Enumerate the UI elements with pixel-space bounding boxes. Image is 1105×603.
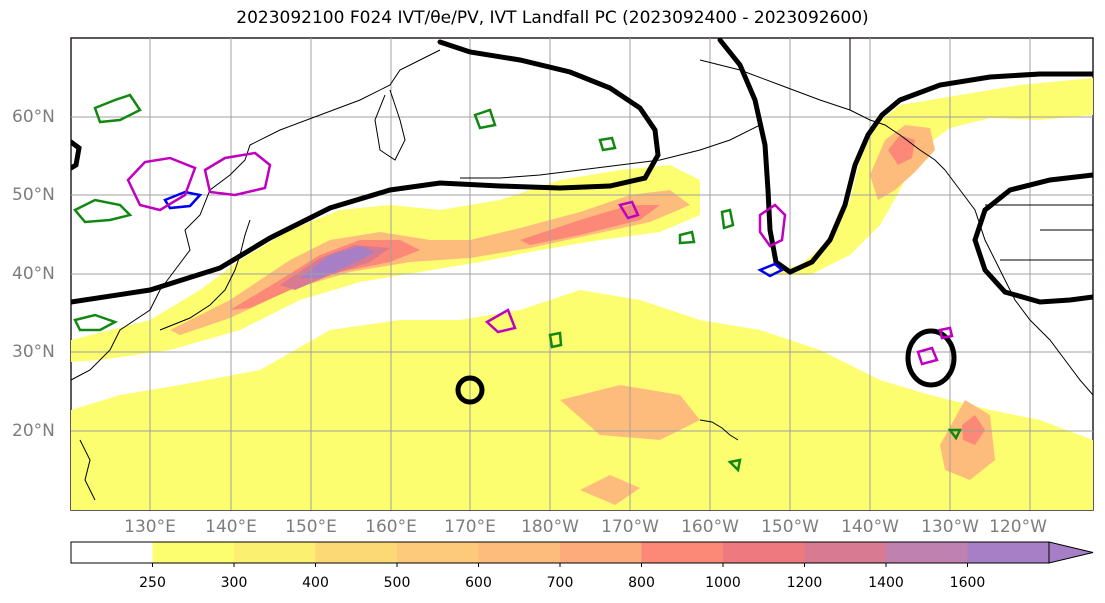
colorbar-segment bbox=[315, 542, 398, 563]
pv-green-1 bbox=[73, 198, 133, 224]
lat-label-60n: 60°N bbox=[12, 107, 55, 127]
colorbar-tick-label: 400 bbox=[302, 575, 329, 591]
pv-green-5 bbox=[598, 136, 617, 152]
ivt-band-1600 bbox=[300, 246, 375, 278]
ivt-band-500-south bbox=[560, 385, 995, 505]
colorbar-segment bbox=[560, 542, 642, 563]
pv-magenta-4 bbox=[484, 308, 517, 334]
lon-label-140w: 140°W bbox=[841, 517, 899, 537]
lon-label-130w: 130°W bbox=[921, 517, 979, 537]
pv-green-8 bbox=[548, 331, 563, 349]
coast-alaska bbox=[699, 59, 946, 171]
lon-label-120w: 120°W bbox=[989, 517, 1047, 537]
colorbar-segment bbox=[152, 542, 235, 563]
theta-e-closed-high-east bbox=[905, 328, 957, 388]
lat-label-50n: 50°N bbox=[12, 185, 55, 205]
coast-philippines bbox=[79, 439, 96, 501]
ivt-shading bbox=[71, 78, 1093, 510]
lat-label-40n: 40°N bbox=[12, 264, 55, 284]
colorbar-segment bbox=[886, 542, 968, 563]
colorbar-segment bbox=[967, 542, 1050, 563]
theta-e-contour-west bbox=[71, 139, 82, 171]
lon-label-140e: 140°E bbox=[205, 517, 257, 537]
pv-green-9 bbox=[947, 428, 963, 441]
pv-blue-1 bbox=[163, 190, 203, 210]
ivt-band-250-east bbox=[760, 78, 1093, 275]
colorbar-segment bbox=[723, 542, 805, 563]
lat-label-30n: 30°N bbox=[12, 342, 55, 362]
pv-magenta-5 bbox=[618, 200, 640, 220]
graticule bbox=[71, 38, 1093, 510]
lon-label-170e: 170°E bbox=[444, 517, 496, 537]
lon-label-150e: 150°E bbox=[285, 517, 337, 537]
colorbar-tick-label: 1000 bbox=[705, 575, 741, 591]
lon-label-160e: 160°E bbox=[365, 517, 417, 537]
colorbar-segment bbox=[234, 542, 316, 563]
theta-e-contour-trough bbox=[717, 38, 1093, 275]
ivt-band-500 bbox=[170, 190, 690, 335]
pv-blue-2 bbox=[757, 262, 785, 278]
colorbar-segment bbox=[478, 542, 561, 563]
coast-japan bbox=[159, 219, 251, 331]
colorbar-tick-label: 500 bbox=[383, 575, 411, 591]
colorbar-segment bbox=[804, 542, 887, 563]
theta-e-contours bbox=[71, 38, 1093, 405]
lon-label-130e: 130°E bbox=[124, 517, 176, 537]
pv-contours bbox=[73, 93, 963, 473]
pv-green-10 bbox=[727, 458, 742, 473]
coast-na-west bbox=[944, 169, 1093, 396]
colorbar-tick-label: 800 bbox=[628, 575, 655, 591]
pv-green-3 bbox=[73, 313, 119, 332]
theta-e-contour-east bbox=[972, 172, 1093, 305]
pv-magenta-6 bbox=[916, 346, 939, 366]
colorbar-extend-arrow bbox=[1048, 541, 1094, 564]
pv-magenta-3 bbox=[758, 203, 787, 248]
lon-label-180w: 180°W bbox=[521, 517, 579, 537]
ivt-band-800 bbox=[230, 205, 660, 310]
colorbar-tick-label: 1200 bbox=[786, 575, 823, 591]
na-borders bbox=[849, 38, 1093, 261]
colorbar-tick-label: 1600 bbox=[949, 575, 986, 591]
theta-e-contour-north bbox=[71, 39, 661, 305]
colorbar-segment bbox=[71, 542, 153, 563]
theta-e-closed-high-central bbox=[455, 375, 485, 405]
pv-green-2 bbox=[93, 93, 142, 124]
pv-magenta-2 bbox=[203, 151, 272, 197]
coast-hawaii bbox=[699, 419, 739, 441]
colorbar-tick-label: 700 bbox=[546, 575, 574, 591]
pv-green-6 bbox=[678, 230, 696, 245]
colorbar-tick-label: 1400 bbox=[868, 575, 904, 591]
colorbar bbox=[70, 541, 1094, 567]
pv-green-4 bbox=[473, 108, 497, 130]
pv-green-7 bbox=[720, 208, 735, 230]
pv-magenta-7 bbox=[938, 326, 954, 340]
pv-magenta-1 bbox=[126, 156, 197, 212]
coast-kamchatka bbox=[374, 89, 406, 161]
colorbar-tick-label: 600 bbox=[465, 575, 492, 591]
map-title: 2023092100 F024 IVT/θe/PV, IVT Landfall … bbox=[236, 8, 869, 28]
colorbar-segment bbox=[641, 542, 724, 563]
lat-label-20n: 20°N bbox=[12, 421, 55, 441]
lon-label-150w: 150°W bbox=[761, 517, 819, 537]
colorbar-segment bbox=[397, 542, 479, 563]
colorbar-tick-label: 250 bbox=[139, 575, 166, 591]
lon-label-170w: 170°W bbox=[601, 517, 659, 537]
coast-aleutians bbox=[460, 124, 761, 179]
colorbar-tick-label: 300 bbox=[220, 575, 248, 591]
lon-label-160w: 160°W bbox=[681, 517, 739, 537]
